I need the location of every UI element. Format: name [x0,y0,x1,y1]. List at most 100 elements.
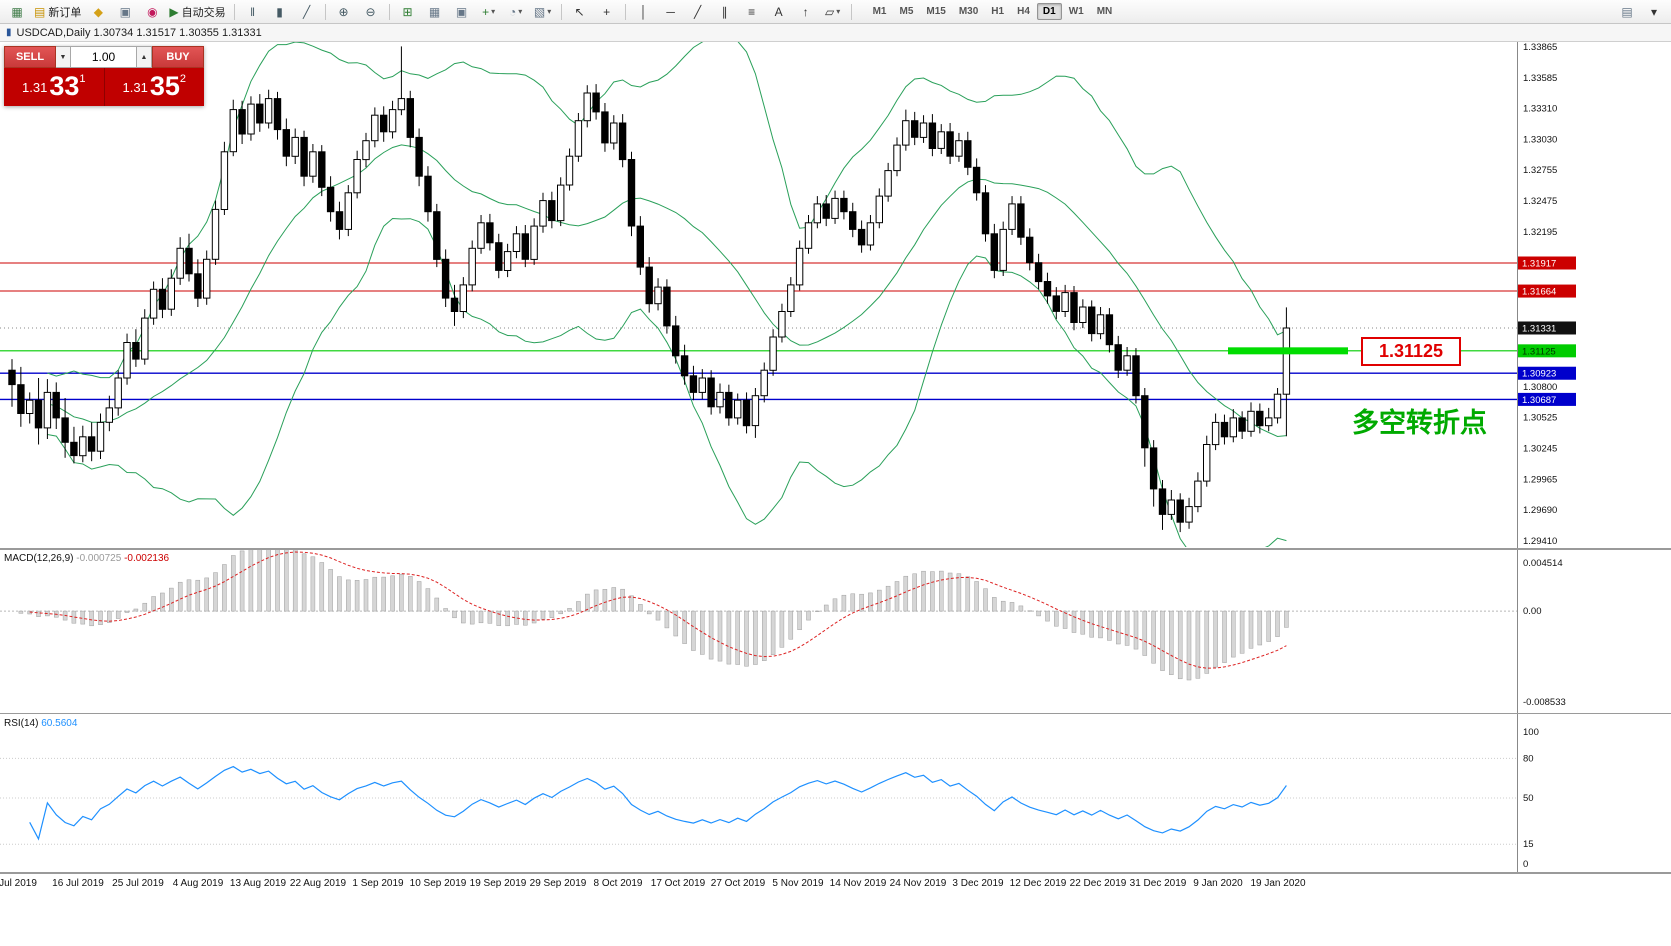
trendline-button[interactable]: ╱ [685,2,711,22]
profiles-icon: ◆ [93,4,103,19]
price-axis-label: 1.33030 [1523,135,1557,146]
toolbar-separator [233,3,235,20]
turning-point-annotation[interactable]: 多空转折点 [1352,407,1487,438]
add-indicator-icon: + [482,4,490,19]
price-axis-label: 1.32755 [1523,165,1557,176]
tile-windows-button[interactable]: ▦ [422,2,448,22]
price-chart-pane[interactable]: 1.31125 多空转折点 1.33865 1.33585 1.33310 1.33030… [0,42,1671,549]
chevron-down-icon: ▾ [1650,4,1658,19]
buy-button[interactable]: BUY [152,46,204,68]
channel-button[interactable]: ∥ [712,2,738,22]
new-chart-button[interactable]: ▦ [4,2,30,22]
toolbars-button[interactable]: ▤ [1614,2,1640,22]
date-label: 13 Aug 2019 [229,878,287,889]
timeframe-d1-button[interactable]: D1 [1036,3,1062,20]
vertical-line-button[interactable]: │ [631,2,657,22]
trendline-icon: ╱ [693,4,702,19]
periodicity-dropdown[interactable]: ◔ ▾ [503,2,529,22]
pivot-highlight-bar[interactable] [1228,347,1348,355]
horizontal-line-button[interactable]: ─ [658,2,684,22]
arrows-button[interactable]: ↑ [793,2,819,22]
crosshair-button[interactable]: + [594,2,620,22]
macd-pane[interactable]: MACD(12,26,9) -0.000725 -0.002136 0.00451… [0,549,1671,714]
crosshair-icon: + [603,4,611,19]
vertical-line-icon: │ [639,4,648,19]
toolbar-separator [388,3,390,20]
timeframe-mn-button[interactable]: MN [1096,6,1113,17]
price-axis-badge [1518,392,1576,406]
zoom-in-icon: ⊕ [338,4,349,19]
timeframe-m1-button[interactable]: M1 [872,6,887,17]
timeframe-m30-button[interactable]: M30 [958,6,979,17]
zoom-in-button[interactable]: ⊕ [331,2,357,22]
date-label: 5 Nov 2019 [772,878,824,889]
templates-dropdown[interactable]: ▧ ▾ [530,2,556,22]
shapes-dropdown[interactable]: ▱ ▾ [820,2,846,22]
timeframe-h4-button[interactable]: H4 [1017,6,1030,17]
volume-up-button[interactable]: ▲ [137,46,152,68]
text-button[interactable]: A [766,2,792,22]
zoom-out-button[interactable]: ⊖ [358,2,384,22]
fibonacci-button[interactable]: ≡ [739,2,765,22]
toolbars-icon: ▤ [1621,4,1633,19]
timeframe-m5-button[interactable]: M5 [899,6,914,17]
new-order-button-label: 新订单 [48,6,82,19]
date-label: 10 Sep 2019 [409,878,467,889]
candle-chart-button[interactable]: ▮ [267,2,293,22]
price-axis-badge-text: 1.30923 [1522,369,1556,380]
profiles-button[interactable]: ◆ [85,2,111,22]
zoom-out-icon: ⊖ [365,4,376,19]
timeframe-w1-button[interactable]: W1 [1068,6,1084,17]
price-axis-badge-text: 1.30687 [1522,395,1556,406]
rsi-axis-label: 0 [1523,859,1528,870]
date-label: 9 Jan 2020 [1193,878,1243,889]
toolbar-overflow-button[interactable]: ▾ [1641,2,1667,22]
rsi-label: RSI(14) 60.5604 [4,718,78,729]
autotrading-button[interactable]: ▶ 自动交易 [166,2,228,22]
rsi-pane[interactable]: RSI(14) 60.5604 100 80 50 15 0 [0,714,1671,873]
line-chart-button[interactable]: ╱ [294,2,320,22]
sell-price[interactable]: 1.31 33 1 [4,68,105,106]
bar-chart-button[interactable]: ‖ [240,2,266,22]
rsi-axis-label: 15 [1523,839,1534,850]
price-axis-badge [1518,344,1576,358]
sell-button[interactable]: SELL [4,46,56,68]
bar-chart-icon: ‖ [250,4,256,19]
date-label: 29 Sep 2019 [529,878,587,889]
triangle-down-icon: ▼ [59,53,67,61]
rsi-axis-label: 80 [1523,753,1534,764]
buy-price[interactable]: 1.31 35 2 [104,68,204,106]
chart-area[interactable]: 1.31125 多空转折点 1.33865 1.33585 1.33310 1.33030… [0,42,1671,946]
price-axis-label: 1.30800 [1523,382,1557,393]
price-axis-badge-text: 1.31125 [1522,346,1556,357]
date-label: 8 Oct 2019 [593,878,643,889]
price-level-box-text: 1.31125 [1379,341,1443,361]
chevron-down-icon: ▾ [491,7,496,16]
toolbar: ▦ ▤ 新订单 ◆ ▣ ◉ ▶ 自动交易 ‖ ▮ ╱ ⊕ ⊖ ⊞ ▦ ▣ + ▾ ◔ ▾ ▧ ▾ ↖ + │ ─ ╱ ∥ ≡ A ↑ ▱ ▾ M1… [0,0,1671,24]
new-order-button[interactable]: ▤ 新订单 [31,2,84,22]
cascade-windows-button[interactable]: ▣ [449,2,475,22]
one-click-trading-panel[interactable]: SELL ▼ ▲ BUY 1.31 33 1 1.31 35 2 [4,46,204,106]
volume-input[interactable] [71,46,137,68]
charts-windows-button[interactable]: ▣ [112,2,138,22]
cursor-button[interactable]: ↖ [567,2,593,22]
indicators-grid-icon: ⊞ [402,4,413,19]
cascade-windows-icon: ▣ [455,4,468,19]
bollinger-bands [47,42,1287,547]
community-button[interactable]: ◉ [139,2,165,22]
price-axis-badge-text: 1.31664 [1522,287,1556,298]
timeframe-h1-button[interactable]: H1 [991,6,1005,17]
price-axis-badge [1518,321,1576,335]
new-chart-icon: ▦ [11,4,23,19]
date-label: 17 Oct 2019 [650,878,706,889]
price-level-box[interactable] [1361,337,1461,366]
price-axis-badge [1518,366,1576,380]
date-label: 27 Oct 2019 [710,878,766,889]
date-label: 3 Dec 2019 [952,878,1004,889]
timeframe-m15-button[interactable]: M15 [926,6,946,17]
date-label: 19 Jan 2020 [1250,878,1306,889]
indicators-button[interactable]: ⊞ [395,2,421,22]
volume-down-button[interactable]: ▼ [56,46,71,68]
tile-windows-icon: ▦ [428,4,441,19]
add-indicator-dropdown[interactable]: + ▾ [476,2,502,22]
